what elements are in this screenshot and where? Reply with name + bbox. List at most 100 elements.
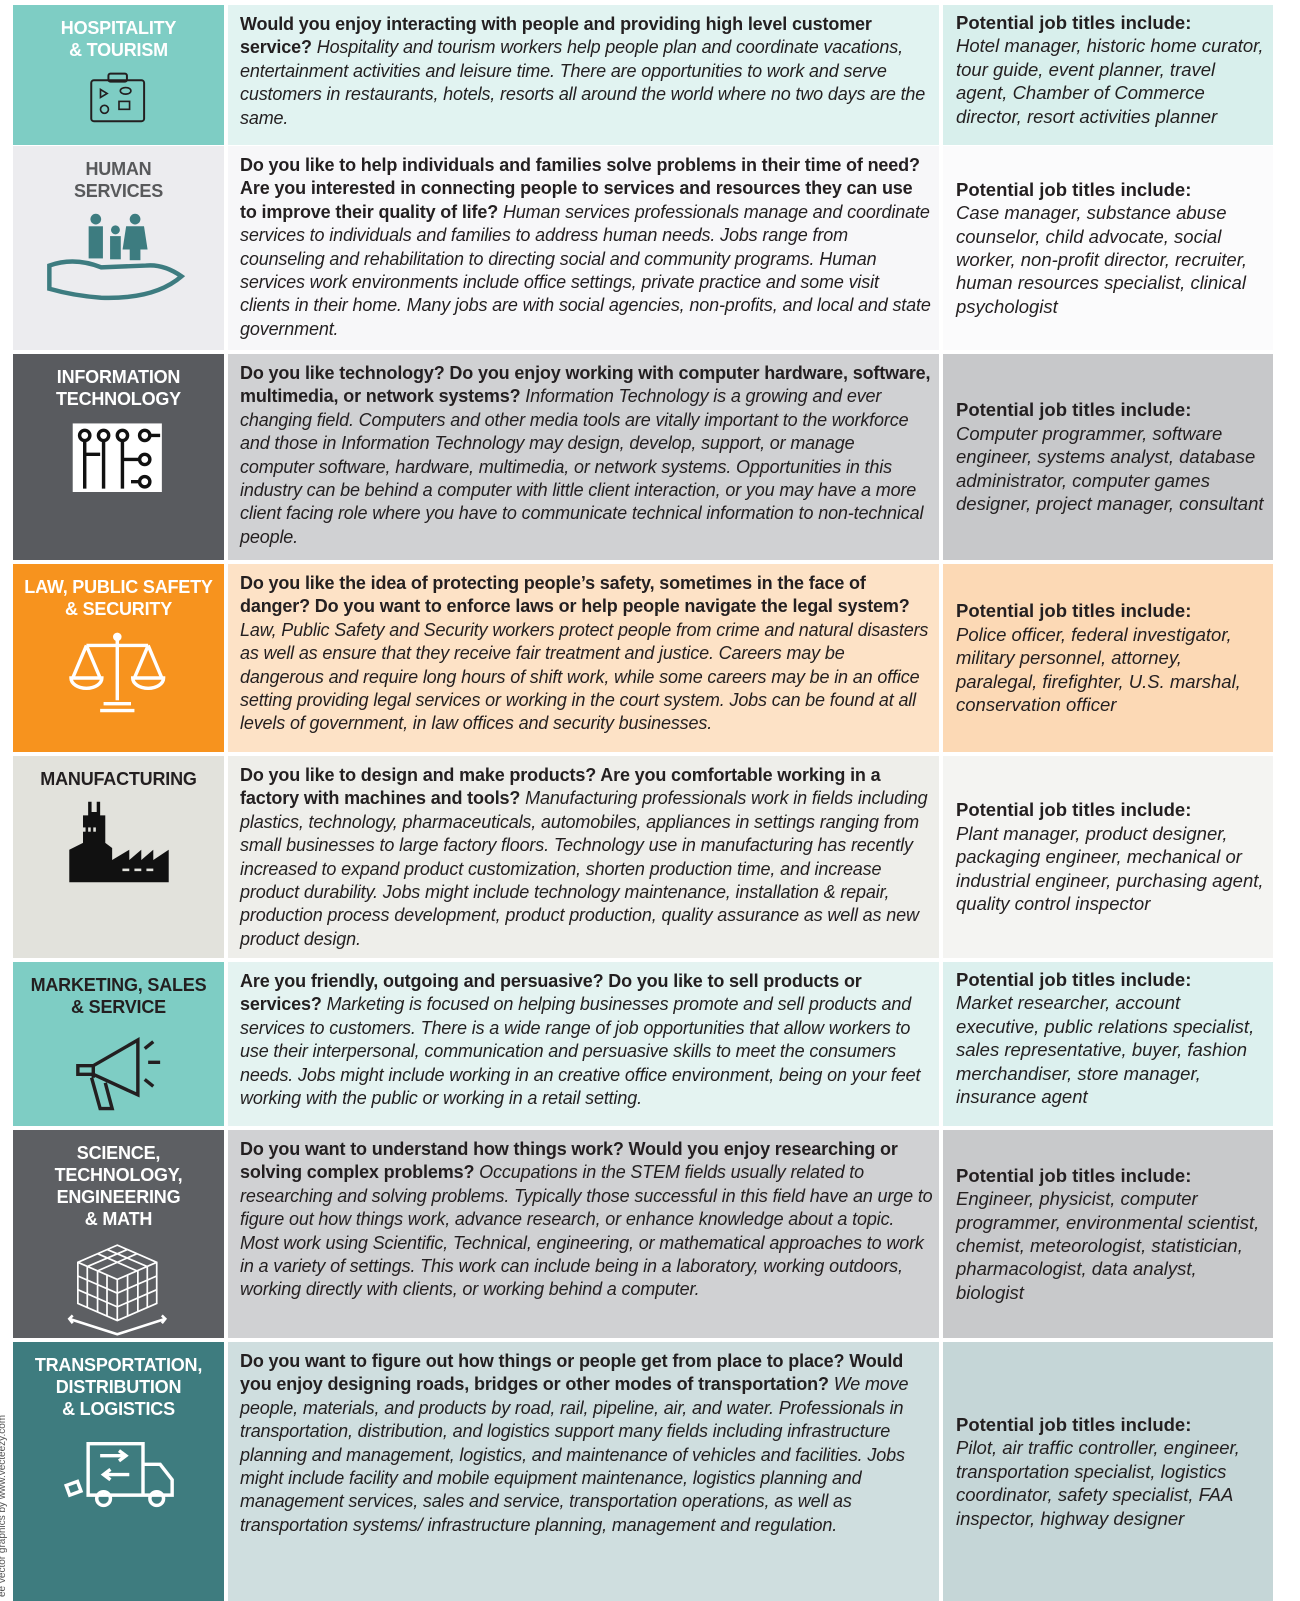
career-row: HOSPITALITY & TOURISM Would you enjoy inte… (13, 5, 1273, 145)
career-row: INFORMATION TECHNOLOGY Do you like technol… (13, 354, 1273, 560)
category-cell: TRANSPORTATION, DISTRIBUTION & LOGISTICS (13, 1342, 224, 1601)
question: Do you like to design and make products?… (240, 765, 881, 809)
category-line: & SERVICE (71, 997, 166, 1017)
category-cell: LAW, PUBLIC SAFETY & SECURITY (13, 564, 224, 752)
career-row: TRANSPORTATION, DISTRIBUTION & LOGISTICS Do… (13, 1342, 1273, 1601)
description-cell: Do you like the idea of protecting peopl… (228, 564, 939, 752)
question: Do you want to understand how things wor… (240, 1139, 898, 1183)
description-cell: Would you enjoy interacting with people … (228, 5, 939, 145)
category-title: LAW, PUBLIC SAFETY & SECURITY (24, 576, 213, 620)
category-line: DISTRIBUTION (55, 1377, 182, 1397)
question: Are you friendly, outgoing and persuasiv… (240, 971, 862, 1015)
jobs-heading: Potential job titles include: (956, 1164, 1192, 1186)
jobs-cell: Potential job titles include: Case manage… (943, 146, 1273, 350)
category-cell: HUMAN SERVICES (13, 146, 224, 350)
jobs-list: Engineer, physicist, computer programmer… (956, 1188, 1260, 1303)
jobs-list: Market researcher, account executive, pu… (956, 992, 1255, 1108)
category-line: TECHNOLOGY (55, 389, 181, 409)
jobs-heading: Potential job titles include: (956, 1413, 1192, 1435)
category-line: & MATH (84, 1209, 153, 1229)
jobs-cell: Potential job titles include: Computer pr… (943, 354, 1273, 560)
jobs-heading: Potential job titles include: (956, 969, 1192, 990)
jobs-cell: Potential job titles include: Engineer, p… (943, 1130, 1273, 1338)
description: Information Technology is a growing and … (240, 386, 924, 547)
jobs-list: Computer programmer, software engineer, … (956, 422, 1264, 515)
jobs-list: Plant manager, product designer, packagi… (956, 822, 1264, 915)
career-row: MARKETING, SALES & SERVICE Are you friendl… (13, 962, 1273, 1126)
career-row: LAW, PUBLIC SAFETY & SECURITY Do you like … (13, 564, 1273, 752)
career-table: HOSPITALITY & TOURISM Would you enjoy inte… (13, 5, 1273, 1601)
jobs-list: Hotel manager, historic home curator, to… (956, 35, 1264, 127)
category-icon (63, 1442, 174, 1508)
description: Hospitality and tourism workers help peo… (240, 37, 926, 128)
category-icon (46, 213, 185, 301)
jobs-cell: Potential job titles include: Police offi… (943, 564, 1273, 752)
category-icon (67, 1244, 167, 1336)
description: Law, Public Safety and Security workers … (240, 619, 929, 734)
jobs-heading: Potential job titles include: (956, 399, 1192, 421)
category-line: MANUFACTURING (40, 769, 197, 789)
description: Occupations in the STEM fields usually r… (240, 1162, 933, 1300)
jobs-cell: Potential job titles include: Pilot, air … (943, 1342, 1273, 1601)
category-cell: HOSPITALITY & TOURISM (13, 5, 224, 145)
category-title: SCIENCE, TECHNOLOGY, ENGINEERING & MATH (55, 1142, 183, 1230)
credit: ee vector graphics by www.vecteezy.com (0, 1414, 8, 1597)
question: Do you like the idea of protecting peopl… (240, 573, 910, 617)
career-row: MANUFACTURING Do you like to design and m… (13, 756, 1273, 958)
category-icon (68, 801, 169, 883)
category-cell: MANUFACTURING (13, 756, 224, 958)
category-icon (68, 632, 165, 713)
category-line: & SECURITY (64, 599, 172, 619)
category-title: MANUFACTURING (40, 768, 197, 790)
description-cell: Are you friendly, outgoing and persuasiv… (228, 962, 939, 1126)
description-cell: Do you want to figure out how things or … (228, 1342, 939, 1601)
description-cell: Do you want to understand how things wor… (228, 1130, 939, 1338)
category-line: MARKETING, SALES (30, 975, 207, 995)
jobs-list: Case manager, substance abuse counselor,… (956, 202, 1247, 317)
category-line: HOSPITALITY (60, 18, 177, 38)
category-line: HUMAN (85, 159, 152, 179)
category-icon (72, 423, 162, 492)
category-line: SCIENCE, (76, 1143, 161, 1163)
career-row: HUMAN SERVICES Do you like to help individ… (13, 146, 1273, 350)
description-cell: Do you like technology? Do you enjoy wor… (228, 354, 939, 560)
category-cell: MARKETING, SALES & SERVICE (13, 962, 224, 1126)
category-icon (75, 1037, 160, 1111)
description-cell: Do you like to help individuals and fami… (228, 146, 939, 350)
description-cell: Do you like to design and make products?… (228, 756, 939, 958)
question: Do you want to figure out how things or … (240, 1351, 904, 1395)
category-title: MARKETING, SALES & SERVICE (31, 974, 207, 1018)
description: Manufacturing professionals work in fiel… (240, 788, 928, 949)
jobs-heading: Potential job titles include: (956, 600, 1192, 622)
career-row: SCIENCE, TECHNOLOGY, ENGINEERING & MATH Do y… (13, 1130, 1273, 1338)
jobs-heading: Potential job titles include: (956, 178, 1192, 200)
category-line: TECHNOLOGY, (54, 1165, 183, 1185)
question: Would you enjoy interacting with people … (240, 14, 872, 58)
category-title: HOSPITALITY & TOURISM (60, 17, 177, 61)
category-line: INFORMATION (56, 367, 181, 387)
category-line: TRANSPORTATION, (34, 1355, 203, 1375)
category-cell: SCIENCE, TECHNOLOGY, ENGINEERING & MATH (13, 1130, 224, 1338)
jobs-heading: Potential job titles include: (956, 799, 1192, 821)
category-icon (89, 72, 145, 123)
category-line: ENGINEERING (56, 1187, 181, 1207)
jobs-list: Pilot, air traffic controller, engineer,… (956, 1437, 1240, 1529)
category-cell: INFORMATION TECHNOLOGY (13, 354, 224, 560)
jobs-heading: Potential job titles include: (956, 12, 1192, 33)
category-line: & TOURISM (69, 40, 168, 60)
category-line: LAW, PUBLIC SAFETY (24, 577, 213, 597)
jobs-cell: Potential job titles include: Hotel manag… (943, 5, 1273, 145)
description: Human services professionals manage and … (240, 201, 931, 339)
question: Do you like technology? Do you enjoy wor… (240, 363, 931, 407)
question: Do you like to help individuals and fami… (240, 155, 920, 222)
category-title: HUMAN SERVICES (74, 158, 163, 202)
jobs-cell: Potential job titles include: Market rese… (943, 962, 1273, 1126)
category-title: INFORMATION TECHNOLOGY (56, 366, 181, 410)
description: We move people, materials, and products … (240, 1374, 909, 1535)
category-line: SERVICES (73, 181, 164, 201)
category-title: TRANSPORTATION, DISTRIBUTION & LOGISTICS (34, 1354, 203, 1420)
jobs-list: Police officer, federal investigator, mi… (956, 623, 1241, 716)
description: Marketing is focused on helping business… (240, 994, 921, 1109)
jobs-cell: Potential job titles include: Plant manag… (943, 756, 1273, 958)
